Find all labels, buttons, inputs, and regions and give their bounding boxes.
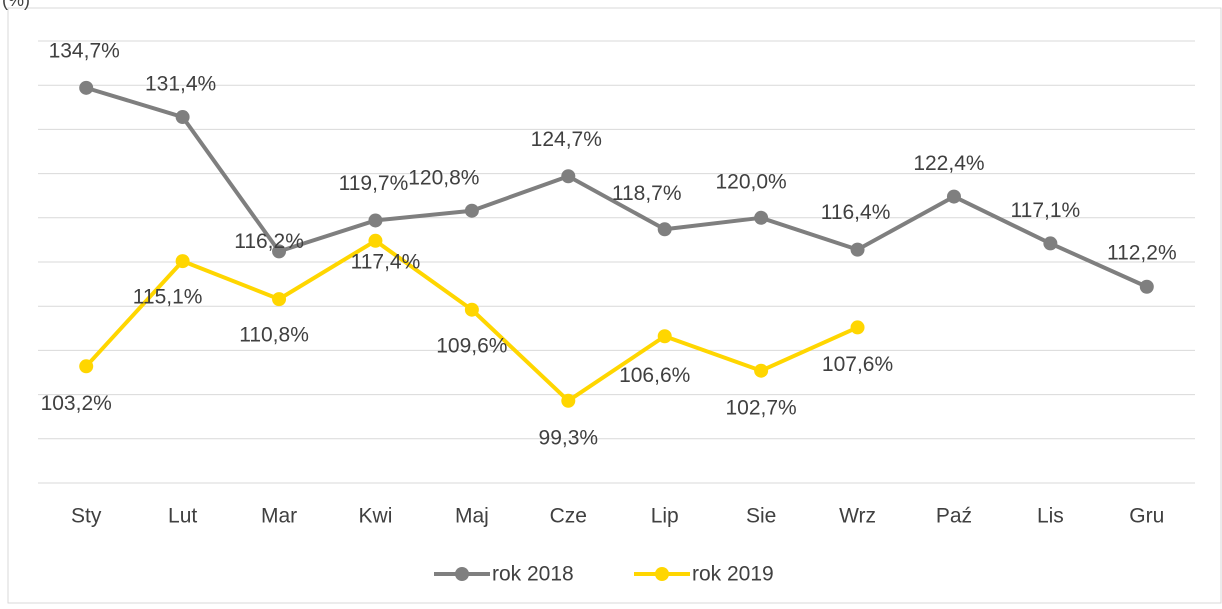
x-tick-label: Maj xyxy=(455,505,489,528)
data-point xyxy=(272,292,287,307)
data-label: 131,4% xyxy=(145,73,216,96)
data-point xyxy=(561,169,576,184)
data-point xyxy=(561,393,576,408)
data-point xyxy=(272,244,287,259)
x-tick-label: Kwi xyxy=(359,505,393,528)
series-line xyxy=(84,238,859,403)
x-tick-label: Gru xyxy=(1129,505,1164,528)
data-point xyxy=(79,80,94,95)
x-tick-label: Lis xyxy=(1037,505,1064,528)
data-point xyxy=(1043,236,1058,251)
data-point xyxy=(464,302,479,317)
x-tick-label: Paź xyxy=(936,505,972,528)
data-label: 117,1% xyxy=(1011,199,1081,222)
data-label: 110,8% xyxy=(239,324,309,347)
data-point xyxy=(754,363,769,378)
data-point xyxy=(175,110,190,125)
data-point xyxy=(850,242,865,257)
x-tick-label: Lut xyxy=(168,505,197,528)
data-label: 115,1% xyxy=(133,286,203,309)
x-tick-label: Mar xyxy=(261,505,297,528)
data-point xyxy=(368,213,383,228)
legend-label: rok 2019 xyxy=(692,563,774,586)
data-label: 118,7% xyxy=(612,182,682,205)
data-label: 106,6% xyxy=(619,364,690,387)
data-label: 124,7% xyxy=(531,128,602,151)
x-tick-label: Sty xyxy=(71,505,102,528)
data-point xyxy=(175,254,190,269)
data-point xyxy=(850,320,865,335)
data-label: 116,4% xyxy=(821,201,891,224)
data-label: 112,2% xyxy=(1107,241,1177,264)
data-label: 117,4% xyxy=(351,250,421,273)
data-label: 120,0% xyxy=(716,170,787,193)
data-label: 99,3% xyxy=(539,426,599,449)
data-label: 122,4% xyxy=(913,152,984,175)
data-label: 119,7% xyxy=(339,172,409,195)
data-label: 120,8% xyxy=(408,166,479,189)
data-point xyxy=(1139,279,1154,294)
series-line xyxy=(85,85,1148,289)
chart-frame xyxy=(7,7,1222,604)
x-tick-label: Lip xyxy=(651,505,679,528)
data-label: 103,2% xyxy=(41,392,112,415)
x-tick-label: Sie xyxy=(746,505,776,528)
data-point xyxy=(754,210,769,225)
data-point xyxy=(657,329,672,344)
data-label: 134,7% xyxy=(49,39,120,62)
legend-label: rok 2018 xyxy=(492,563,574,586)
data-point xyxy=(946,189,961,204)
data-point xyxy=(368,233,383,248)
data-label: 109,6% xyxy=(436,334,507,357)
data-label: 102,7% xyxy=(726,396,797,419)
x-tick-label: Wrz xyxy=(839,505,876,528)
data-point xyxy=(657,222,672,237)
x-tick-label: Cze xyxy=(550,505,587,528)
legend-marker xyxy=(455,567,469,581)
data-label: 107,6% xyxy=(822,353,893,376)
y-axis-label: (%) xyxy=(2,0,30,10)
data-point xyxy=(79,359,94,374)
legend-marker xyxy=(655,567,669,581)
data-point xyxy=(464,203,479,218)
data-label: 116,2% xyxy=(234,230,304,253)
